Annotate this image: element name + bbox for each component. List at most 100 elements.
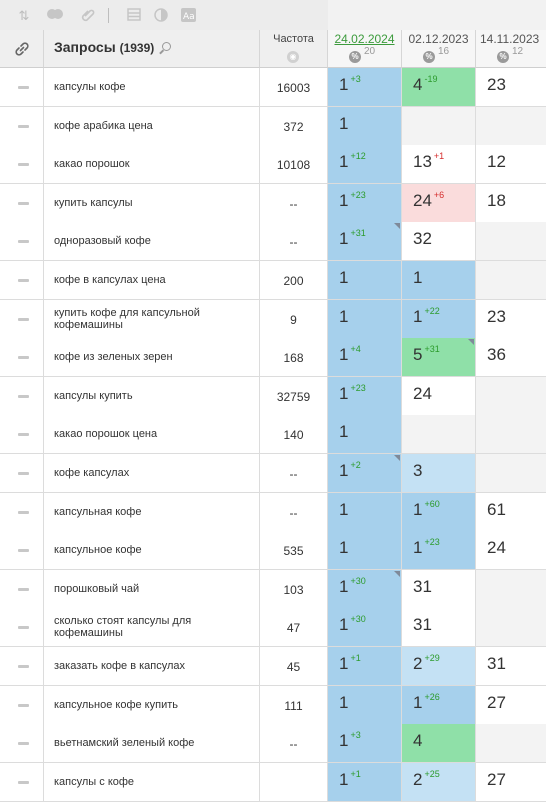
row-handle[interactable] <box>0 222 44 262</box>
minus-icon[interactable] <box>18 240 29 244</box>
table-row[interactable]: какао порошок 10108 1 +12 13 +1 12 <box>0 145 546 185</box>
sort-icon[interactable]: ⇅ <box>18 8 30 23</box>
minus-icon[interactable] <box>18 279 29 282</box>
table-row[interactable]: кофе капсулах -- 1 +2 3 <box>0 454 546 493</box>
query-cell[interactable]: кофе из зеленых зерен <box>44 338 260 378</box>
minus-icon[interactable] <box>18 124 29 128</box>
minus-icon[interactable] <box>18 433 29 437</box>
table-row[interactable]: кофе в капсулах цена 200 1 1 <box>0 261 546 300</box>
position-cell[interactable]: 1 <box>328 261 402 300</box>
position-cell[interactable]: 1 +23 <box>328 376 402 416</box>
position-cell[interactable]: 1 +4 <box>328 338 402 378</box>
row-handle[interactable] <box>0 299 44 339</box>
position-cell[interactable] <box>476 608 546 648</box>
position-cell[interactable]: 27 <box>476 685 546 725</box>
query-cell[interactable]: кофе арабика цена <box>44 106 260 146</box>
minus-icon[interactable] <box>18 703 29 707</box>
query-cell[interactable]: какао порошок цена <box>44 415 260 455</box>
table-row[interactable]: капсулы кофе 16003 1 +3 4 -19 23 <box>0 68 546 107</box>
query-cell[interactable]: капсулы купить <box>44 376 260 416</box>
row-handle[interactable] <box>0 724 44 764</box>
row-handle[interactable] <box>0 68 44 107</box>
position-cell[interactable]: 1 +31 <box>328 222 402 262</box>
query-cell[interactable]: кофе в капсулах цена <box>44 261 260 300</box>
query-cell[interactable]: кофе капсулах <box>44 454 260 493</box>
position-cell[interactable]: 1 +2 <box>328 454 402 493</box>
contrast-icon[interactable] <box>153 8 169 24</box>
date-column-header[interactable]: 24.02.2024 % 20 <box>328 30 402 68</box>
table-row[interactable]: купить капсулы -- 1 +23 24 +6 18 <box>0 183 546 223</box>
table-row[interactable]: купить кофе для капсульной кофемашины 9 1 1… <box>0 299 546 339</box>
position-cell[interactable]: 5 +31 <box>402 338 476 378</box>
date-column-header[interactable]: 02.12.2023 % 16 <box>402 30 476 68</box>
query-cell[interactable]: вьетнамский зеленый кофе <box>44 724 260 764</box>
position-cell[interactable] <box>476 106 546 146</box>
minus-icon[interactable] <box>18 742 29 746</box>
minus-icon[interactable] <box>18 510 29 514</box>
toggle-icon[interactable] <box>46 8 63 24</box>
position-cell[interactable]: 1 <box>402 261 476 300</box>
row-handle[interactable] <box>0 569 44 609</box>
position-cell[interactable] <box>476 724 546 764</box>
position-cell[interactable]: 27 <box>476 762 546 802</box>
date-column-header[interactable]: 14.11.2023 % 12 <box>476 30 546 68</box>
position-cell[interactable] <box>476 376 546 416</box>
position-cell[interactable]: 1 +3 <box>328 68 402 107</box>
query-cell[interactable]: капсульное кофе купить <box>44 685 260 725</box>
position-cell[interactable]: 4 <box>402 724 476 764</box>
font-icon[interactable]: Aa <box>180 8 196 24</box>
table-row[interactable]: сколько стоят капсулы для кофемашины 47 1 +… <box>0 608 546 648</box>
query-cell[interactable]: одноразовый кофе <box>44 222 260 262</box>
row-handle[interactable] <box>0 608 44 648</box>
table-row[interactable]: вьетнамский зеленый кофе -- 1 +3 4 <box>0 724 546 764</box>
minus-icon[interactable] <box>18 317 29 321</box>
query-column-header[interactable]: Запросы (1939) <box>44 30 260 68</box>
position-cell[interactable]: 2 +25 <box>402 762 476 802</box>
position-cell[interactable]: 24 <box>476 531 546 571</box>
globe-icon[interactable]: ◉ <box>287 51 299 63</box>
position-cell[interactable] <box>476 569 546 609</box>
row-handle[interactable] <box>0 261 44 300</box>
row-handle[interactable] <box>0 415 44 455</box>
table-row[interactable]: капсульная кофе -- 1 1 +60 61 <box>0 492 546 532</box>
row-handle[interactable] <box>0 531 44 571</box>
position-cell[interactable]: 24 +6 <box>402 183 476 223</box>
table-row[interactable]: капсулы купить 32759 1 +23 24 <box>0 376 546 416</box>
position-cell[interactable]: 3 <box>402 454 476 493</box>
table-icon[interactable] <box>126 8 142 24</box>
position-cell[interactable]: 1 +23 <box>328 183 402 223</box>
query-cell[interactable]: купить кофе для капсульной кофемашины <box>44 299 260 339</box>
table-row[interactable]: какао порошок цена 140 1 <box>0 415 546 455</box>
minus-icon[interactable] <box>18 626 29 630</box>
position-cell[interactable]: 31 <box>402 569 476 609</box>
minus-icon[interactable] <box>18 472 29 475</box>
paperclip-icon[interactable] <box>80 8 96 24</box>
position-cell[interactable]: 1 +22 <box>402 299 476 339</box>
table-row[interactable]: кофе арабика цена 372 1 <box>0 106 546 146</box>
position-cell[interactable]: 24 <box>402 376 476 416</box>
position-cell[interactable]: 31 <box>476 647 546 686</box>
table-row[interactable]: порошковый чай 103 1 +30 31 <box>0 569 546 609</box>
row-handle[interactable] <box>0 106 44 146</box>
position-cell[interactable]: 1 <box>328 415 402 455</box>
table-row[interactable]: одноразовый кофе -- 1 +31 32 <box>0 222 546 262</box>
position-cell[interactable]: 18 <box>476 183 546 223</box>
table-row[interactable]: кофе из зеленых зерен 168 1 +4 5 +31 36 <box>0 338 546 378</box>
position-cell[interactable]: 1 +26 <box>402 685 476 725</box>
minus-icon[interactable] <box>18 665 29 668</box>
minus-icon[interactable] <box>18 356 29 360</box>
row-handle[interactable] <box>0 338 44 378</box>
minus-icon[interactable] <box>18 549 29 553</box>
query-cell[interactable]: какао порошок <box>44 145 260 185</box>
row-handle[interactable] <box>0 647 44 686</box>
position-cell[interactable]: 61 <box>476 492 546 532</box>
query-cell[interactable]: купить капсулы <box>44 183 260 223</box>
position-cell[interactable]: 1 +1 <box>328 762 402 802</box>
table-row[interactable]: капсульное кофе 535 1 1 +23 24 <box>0 531 546 571</box>
position-cell[interactable]: 13 +1 <box>402 145 476 185</box>
query-cell[interactable]: капсулы кофе <box>44 68 260 107</box>
position-cell[interactable]: 1 +23 <box>402 531 476 571</box>
query-cell[interactable]: капсулы с кофе <box>44 762 260 802</box>
row-handle[interactable] <box>0 376 44 416</box>
minus-icon[interactable] <box>18 163 29 167</box>
